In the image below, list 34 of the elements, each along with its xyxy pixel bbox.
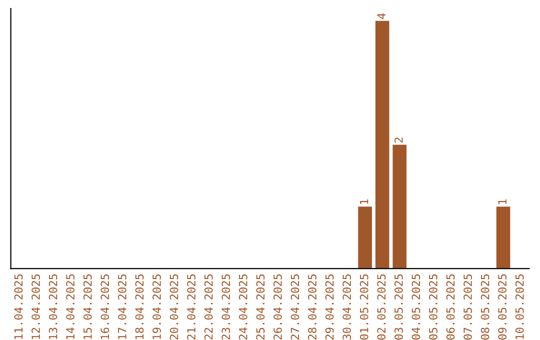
data-label: 2 [394,138,403,143]
data-label: 4 [377,13,386,19]
x-tick-label: 30.04.2025 [342,274,352,340]
x-tick-label: 12.04.2025 [32,274,40,340]
x-tick-label: 23.04.2025 [222,274,230,340]
x-tick-label: 07.05.2025 [464,274,472,340]
x-tick-label: 24.04.2025 [238,274,248,340]
x-tick-label: 21.04.2025 [187,274,196,340]
x-tick-label: 19.04.2025 [152,274,161,340]
x-tick-label: 13.04.2025 [48,274,58,340]
data-label: 1 [498,199,506,204]
x-tick-label: 04.05.2025 [412,274,420,340]
x-tick-label: 03.05.2025 [394,274,403,340]
x-tick-label: 08.05.2025 [480,274,490,340]
data-label: 1 [360,199,368,204]
x-tick-label: 28.04.2025 [308,274,316,340]
x-tick-label: 26.04.2025 [273,274,282,340]
x-tick-label: 22.04.2025 [204,274,213,340]
x-tick-label: 14.04.2025 [66,274,75,340]
x-tick-label: 20.04.2025 [170,274,178,340]
x-tick-label: 10.05.2025 [515,274,524,340]
x-tick-label: 06.05.2025 [446,274,455,340]
x-tick-label: 15.04.2025 [83,274,92,340]
x-tick-label: 27.04.2025 [290,274,300,340]
x-tick-label: 01.05.2025 [360,274,368,340]
x-tick-label: 16.04.2025 [100,274,110,340]
x-tick-label: 18.04.2025 [135,274,144,340]
x-tick-label: 29.04.2025 [325,274,334,340]
x-tick-label: 17.04.2025 [118,274,126,340]
x-tick-label: 05.05.2025 [429,274,438,340]
x-tick-label: 02.05.2025 [377,274,386,340]
x-tick-label: 25.04.2025 [256,274,265,340]
x-tick-label: 09.05.2025 [498,274,507,340]
x-tick-label: 11.04.2025 [14,274,23,340]
